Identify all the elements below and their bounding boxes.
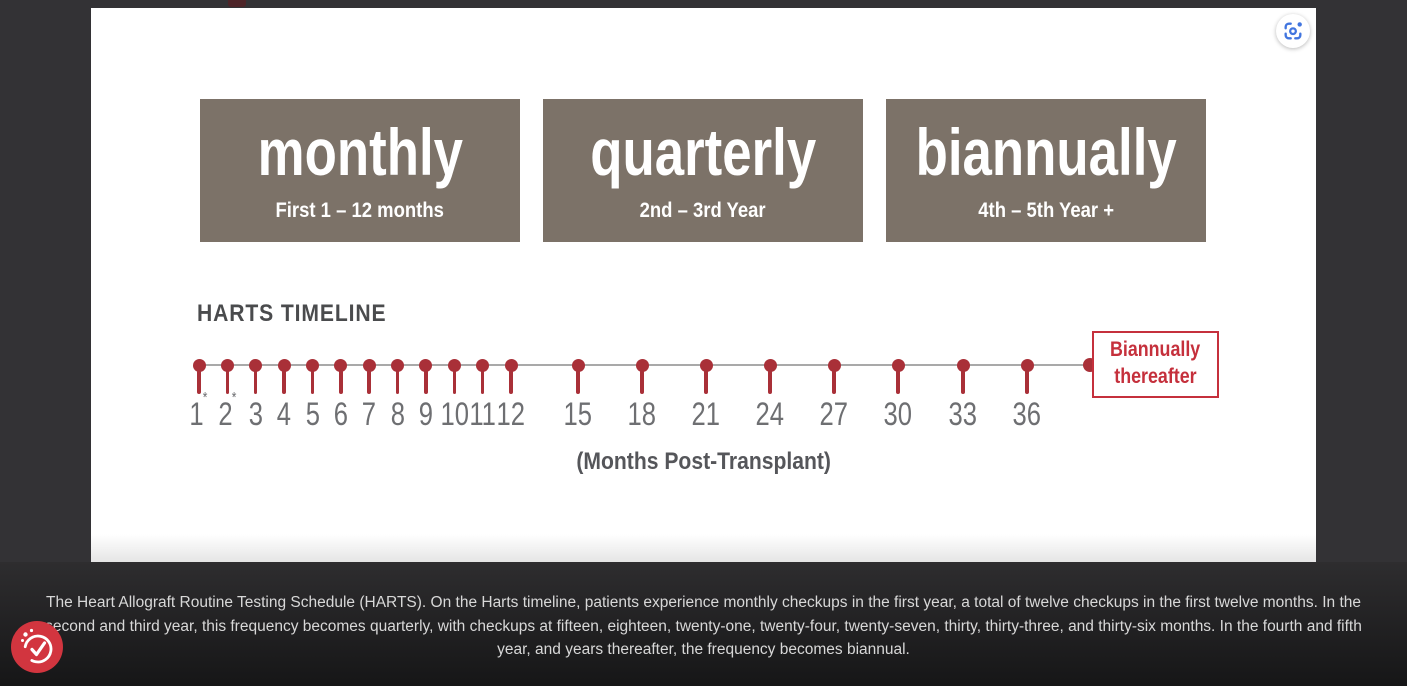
timeline-tick-label: 1* <box>189 389 208 432</box>
biannually-thereafter-label: Biannually thereafter <box>1092 331 1219 398</box>
timeline-dot <box>763 358 777 372</box>
timeline-tick-label: 9 <box>418 396 434 432</box>
timeline-tick-label: 21 <box>691 396 721 432</box>
timeline-tick-label: 33 <box>948 396 978 432</box>
frequency-box-quarterly: quarterly 2nd – 3rd Year <box>543 99 863 242</box>
timeline-tick-label: 8 <box>390 396 405 432</box>
timeline-dot <box>334 358 348 372</box>
timeline-tick-label: 5 <box>305 396 320 432</box>
end-label-line2: thereafter <box>1114 365 1197 388</box>
timeline-stem <box>253 370 258 394</box>
timeline-dot <box>362 358 376 372</box>
timeline-stem <box>509 370 513 394</box>
timeline-dot <box>635 358 649 372</box>
timeline-dot <box>699 358 713 372</box>
timeline-dot <box>419 358 433 372</box>
timeline-stem <box>395 370 400 394</box>
timeline-dot <box>220 358 234 372</box>
timeline-dot <box>504 358 518 372</box>
timeline-dot <box>391 358 404 372</box>
timeline-tick-label: 12 <box>496 396 526 432</box>
frequency-box-monthly: monthly First 1 – 12 months <box>200 99 520 242</box>
timeline-stem <box>576 370 580 394</box>
timeline-stem <box>424 370 428 394</box>
timeline-tick-label: 10 <box>440 396 469 432</box>
timeline-tick-label: 3 <box>248 396 263 432</box>
timeline-dot <box>956 358 970 372</box>
timeline-stem <box>832 370 836 394</box>
timeline-stem <box>480 370 485 394</box>
cookie-consent-button[interactable] <box>11 621 63 673</box>
caption-band: The Heart Allograft Routine Testing Sche… <box>0 562 1407 686</box>
frequency-title: monthly <box>257 114 463 189</box>
timeline-tick-label: 30 <box>883 396 913 432</box>
end-label-line1: Biannually <box>1110 338 1201 361</box>
frequency-title: biannually <box>915 114 1177 189</box>
timeline-stem <box>310 370 315 394</box>
timeline-stem <box>961 370 965 394</box>
timeline-stem <box>367 370 371 394</box>
timeline-stem <box>1025 370 1029 394</box>
timeline-dot <box>891 358 905 372</box>
axis-label: (Months Post-Transplant) <box>576 448 831 475</box>
timeline-tick-label: 4 <box>276 396 292 432</box>
google-lens-icon <box>1284 22 1302 40</box>
frequency-box-biannually: biannually 4th – 5th Year + <box>886 99 1206 242</box>
frequency-subtitle: 4th – 5th Year + <box>978 198 1114 222</box>
timeline-dot <box>277 358 291 372</box>
infographic-card: monthly First 1 – 12 months quarterly 2n… <box>91 8 1316 562</box>
timeline-dot <box>827 358 841 372</box>
timeline-dot <box>571 358 585 372</box>
timeline-dot <box>1020 358 1034 372</box>
timeline-tick-label: 11 <box>469 396 496 432</box>
timeline-tick-label: 2* <box>217 389 237 432</box>
timeline-tick-label: 36 <box>1012 396 1042 432</box>
timeline-dot <box>192 358 206 372</box>
timeline-stem <box>339 370 343 394</box>
timeline-stem <box>282 370 286 394</box>
timeline-dot <box>249 358 263 372</box>
timeline-tick-label: 15 <box>563 396 593 432</box>
frequency-subtitle: First 1 – 12 months <box>275 198 445 222</box>
timeline-tick-label: 7 <box>362 396 377 432</box>
timeline-dot <box>447 358 461 372</box>
timeline-dot <box>476 358 490 372</box>
timeline-stem <box>197 370 201 394</box>
frequency-boxes: monthly First 1 – 12 months quarterly 2n… <box>200 99 1206 242</box>
frequency-title: quarterly <box>590 114 816 189</box>
cookie-icon <box>11 621 63 673</box>
timeline-stem <box>704 370 708 394</box>
timeline-tick-label: 27 <box>819 396 849 432</box>
lens-search-button[interactable] <box>1276 14 1310 48</box>
figure-caption: The Heart Allograft Routine Testing Sche… <box>45 594 1362 658</box>
timeline-tick-label: 24 <box>755 396 785 432</box>
timeline-stem <box>768 370 772 394</box>
timeline-heading: HARTS TIMELINE <box>197 300 387 327</box>
timeline-dot <box>306 358 319 372</box>
timeline-stem <box>225 370 230 394</box>
timeline-stem <box>640 370 644 394</box>
timeline-stem <box>896 370 900 394</box>
timeline-stem <box>452 370 457 394</box>
cropped-edge-artifact <box>228 0 246 7</box>
timeline-tick-label: 6 <box>333 396 348 432</box>
frequency-subtitle: 2nd – 3rd Year <box>639 198 767 222</box>
timeline-tick-label: 18 <box>627 396 657 432</box>
